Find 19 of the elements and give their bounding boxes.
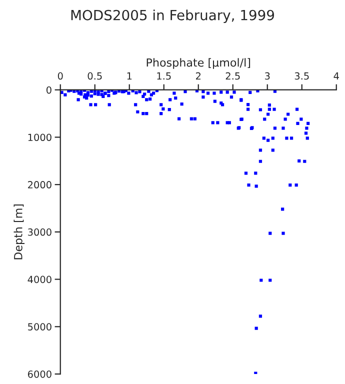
y-tick-label: 4000 <box>28 276 52 284</box>
x-tick-label: 2.5 <box>226 72 240 80</box>
x-tick-label: 2 <box>196 72 200 80</box>
x-tick-label: 0.5 <box>88 72 102 80</box>
y-tick-label: 2000 <box>28 181 52 188</box>
y-tick-label: 1000 <box>28 134 52 142</box>
x-tick-label: 3.5 <box>294 72 309 80</box>
x-axis-title: Phosphate [μmol/l] <box>146 58 250 69</box>
y-tick-label: 6000 <box>28 370 52 378</box>
y-tick-label: 0 <box>46 86 52 94</box>
x-tick-label: 4 <box>334 72 339 80</box>
y-tick-label: 3000 <box>28 228 52 236</box>
x-tick-label: 3 <box>265 72 270 80</box>
y-tick-label: 5000 <box>28 323 52 330</box>
chart-title: MODS2005 in February, 1999 <box>71 10 274 24</box>
x-tick-label: 1 <box>127 72 132 80</box>
x-tick-label: 0 <box>58 72 63 80</box>
y-axis-title: Depth [m] <box>14 204 25 260</box>
x-tick-label: 1.5 <box>157 72 171 80</box>
